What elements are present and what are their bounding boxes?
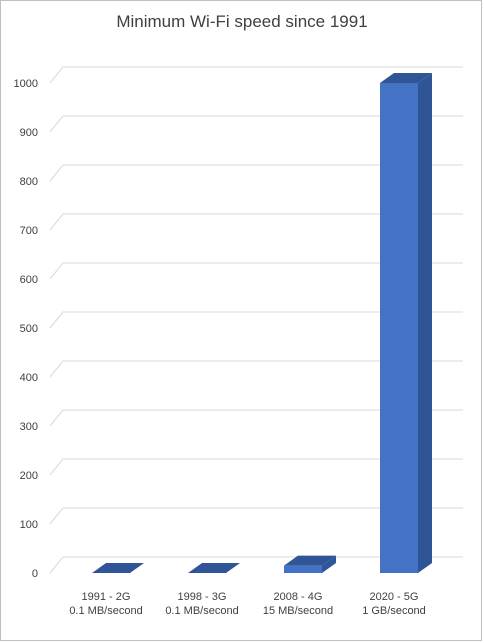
x-category-label: 1991 - 2G [82, 591, 131, 603]
bar-side [130, 562, 144, 573]
x-axis: 1991 - 2G 0.1 MB/second 1998 - 3G 0.1 MB/se… [69, 591, 425, 617]
y-tick-label: 600 [20, 274, 38, 286]
gridline [49, 213, 463, 231]
bar-top [92, 562, 144, 573]
y-tick-label: 200 [20, 470, 38, 482]
gridline [49, 409, 463, 427]
y-tick-label: 100 [20, 519, 38, 531]
y-axis: 0 100 200 300 400 500 600 700 800 900 1000 [14, 78, 38, 580]
gridline [49, 115, 463, 133]
x-category-label: 1998 - 3G [178, 591, 227, 603]
y-tick-label: 800 [20, 176, 38, 188]
y-tick-label: 700 [20, 225, 38, 237]
x-category-label: 0.1 MB/second [69, 605, 142, 617]
bar-front [380, 83, 418, 573]
y-tick-label: 300 [20, 421, 38, 433]
gridline [49, 164, 463, 182]
gridline [49, 66, 463, 84]
bar-side [418, 73, 432, 573]
y-tick-label: 400 [20, 372, 38, 384]
y-tick-label: 500 [20, 323, 38, 335]
x-category-label: 1 GB/second [362, 605, 426, 617]
gridline [49, 262, 463, 280]
gridline [49, 458, 463, 476]
x-category-label: 15 MB/second [263, 605, 333, 617]
bar-front [284, 565, 322, 573]
gridline [49, 507, 463, 525]
gridline [49, 360, 463, 378]
bar-top [284, 555, 336, 566]
x-category-label: 2008 - 4G [274, 591, 323, 603]
bar [188, 562, 240, 573]
bars [92, 73, 432, 573]
bar [92, 562, 144, 573]
y-tick-label: 1000 [14, 78, 38, 90]
bar [284, 555, 336, 573]
y-tick-label: 900 [20, 127, 38, 139]
bar-top [188, 562, 240, 573]
grid-layer [49, 66, 463, 574]
bar-top [380, 73, 432, 83]
bar-side [322, 555, 336, 573]
y-tick-label: 0 [32, 568, 38, 580]
bar [380, 73, 432, 573]
chart-title: Minimum Wi-Fi speed since 1991 [116, 12, 368, 31]
gridline [49, 311, 463, 329]
x-category-label: 0.1 MB/second [165, 605, 238, 617]
x-category-label: 2020 - 5G [370, 591, 419, 603]
bar-side [226, 562, 240, 573]
